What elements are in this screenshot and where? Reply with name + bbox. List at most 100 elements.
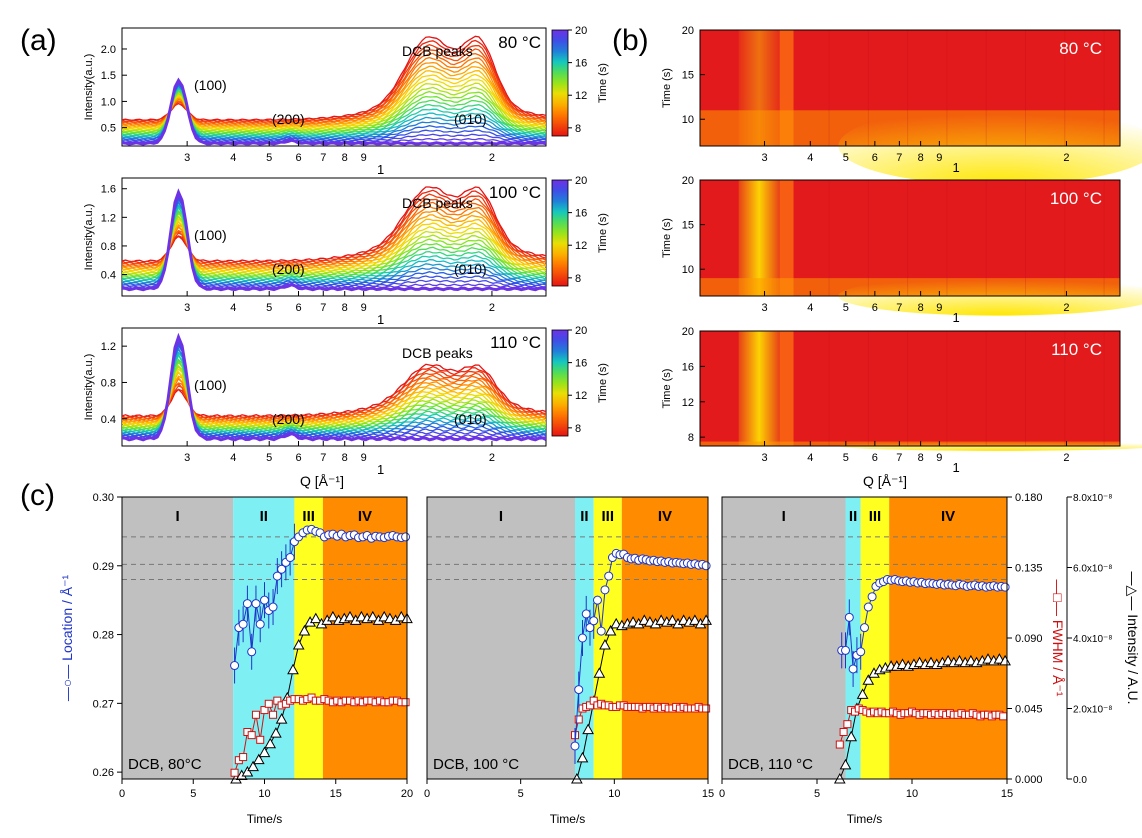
intensity-point xyxy=(247,760,259,772)
region-I xyxy=(122,497,234,779)
intensity-point xyxy=(599,639,611,650)
x-tick-label: 6 xyxy=(872,452,878,464)
intensity-point xyxy=(270,727,282,738)
intensity-point xyxy=(576,751,589,763)
location-point xyxy=(860,623,869,633)
location-point xyxy=(848,664,858,674)
y-tick-label: 1.2 xyxy=(101,341,116,353)
colorbar-tick-label: 16 xyxy=(575,208,587,220)
temperature-label: 100 °C xyxy=(489,183,541,202)
x-tick-label: 5 xyxy=(843,152,849,164)
fwhm-point xyxy=(839,728,848,736)
location-point xyxy=(592,595,602,605)
x-tick-label: 5 xyxy=(518,788,524,800)
y-tick-label: 10 xyxy=(682,264,694,276)
x-tick-label: 5 xyxy=(843,452,849,464)
colorbar-label: Time (s) xyxy=(597,213,609,253)
y-tick-label: 16 xyxy=(682,361,694,373)
location-point xyxy=(255,619,265,629)
region-label: III xyxy=(302,508,315,525)
x-tick-label: 4 xyxy=(230,452,236,464)
colorbar-tick-label: 16 xyxy=(575,58,587,70)
dcb-peaks-label: DCB peaks xyxy=(402,345,473,361)
x-tick-label: 5 xyxy=(266,302,272,314)
x-tick-label: 0 xyxy=(119,788,125,800)
intensity-point xyxy=(845,730,858,742)
dcb-peaks-label: DCB peaks xyxy=(402,43,473,59)
x-decade-label: 1 xyxy=(377,312,384,327)
intensity-point xyxy=(999,654,1011,666)
x-tick-label: 9 xyxy=(361,302,367,314)
colorbar-tick-label: 12 xyxy=(575,390,587,402)
fwhm-point xyxy=(273,696,282,705)
x-axis-label: Time/s xyxy=(847,812,883,826)
x-tick-label: 10 xyxy=(906,788,918,800)
colorbar-tick-label: 20 xyxy=(575,175,587,187)
x-decade-label: 1 xyxy=(953,310,960,325)
curve-group xyxy=(122,332,546,442)
x-tick-label: 6 xyxy=(295,302,301,314)
x-tick-label: 0 xyxy=(424,788,430,800)
colorbar xyxy=(551,29,569,137)
x-tick-label: 9 xyxy=(361,152,367,164)
location-point xyxy=(230,661,240,671)
y-tick-label: 1.2 xyxy=(101,212,116,224)
y-tick-label: 10 xyxy=(682,114,694,126)
location-point xyxy=(247,647,257,657)
x-tick-label: 2 xyxy=(489,302,495,314)
x-tick-label: 2 xyxy=(1063,152,1069,164)
intensity-tick-label: 6.0x10⁻⁸ xyxy=(1073,564,1113,575)
x-tick-label: 7 xyxy=(320,452,326,464)
temperature-label: 80 °C xyxy=(1059,39,1102,58)
y-tick-label: 1.5 xyxy=(101,70,116,82)
temperature-label: 110 °C xyxy=(490,333,541,352)
x-tick-label: 8 xyxy=(918,302,924,314)
region-IV xyxy=(889,497,1007,779)
condition-label: DCB, 80°C xyxy=(128,756,202,773)
x-tick-label: 6 xyxy=(295,452,301,464)
region-label: III xyxy=(602,508,615,525)
condition-label: DCB, 100 °C xyxy=(433,756,519,773)
peak-100-stripe xyxy=(738,180,780,296)
x-decade-label: 1 xyxy=(377,162,384,177)
peak-010-label: (010) xyxy=(454,261,487,277)
x-tick-label: 7 xyxy=(896,452,902,464)
intensity-point xyxy=(366,610,379,622)
location-point xyxy=(238,619,248,629)
fwhm-point xyxy=(269,710,278,719)
location-point xyxy=(285,553,295,563)
region-IV xyxy=(621,497,708,779)
panel-b-1: 20 15 10 3 4 5 6 7 8 9 2 1 Time (s) 80 °C xyxy=(661,25,1142,186)
y-tick-label: 0.30 xyxy=(93,492,114,504)
fwhm-point xyxy=(230,768,239,777)
x-tick-label: 9 xyxy=(936,302,942,314)
x-tick-label: 3 xyxy=(761,452,767,464)
location-point xyxy=(1000,582,1010,592)
x-tick-label: 5 xyxy=(843,302,849,314)
fwhm-point xyxy=(256,735,265,744)
region-I xyxy=(427,497,575,779)
y-tick-label: 0.27 xyxy=(93,698,114,710)
intensity-point xyxy=(309,612,322,624)
intensity-tick-label: 2.0x10⁻⁸ xyxy=(1073,705,1113,716)
location-point xyxy=(589,616,599,626)
location-point xyxy=(401,532,411,542)
location-point xyxy=(841,645,850,655)
colorbar-tick-label: 16 xyxy=(575,358,587,370)
x-tick-label: 20 xyxy=(401,788,413,800)
intensity-point xyxy=(593,667,606,678)
shoulder-band xyxy=(779,180,794,296)
x-tick-label: 4 xyxy=(807,152,813,164)
intensity-point xyxy=(344,610,356,622)
location-point xyxy=(251,599,261,609)
fwhm-tick-label: 0.135 xyxy=(1015,563,1043,575)
fwhm-point xyxy=(251,710,260,719)
x-tick-label: 2 xyxy=(1063,302,1069,314)
x-tick-label: 3 xyxy=(184,452,190,464)
x-tick-label: 5 xyxy=(266,452,272,464)
fwhm-tick-label: 0.000 xyxy=(1015,774,1043,786)
y-tick-label: 0.29 xyxy=(93,561,114,573)
peak-200-label: (200) xyxy=(272,261,305,277)
